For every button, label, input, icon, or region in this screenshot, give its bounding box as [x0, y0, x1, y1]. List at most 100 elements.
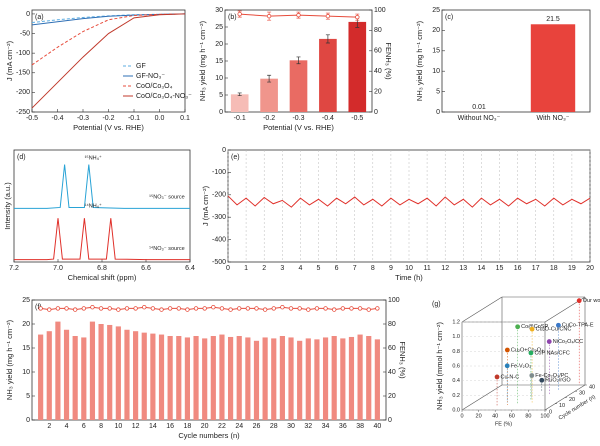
line-marker — [262, 307, 268, 312]
bar — [184, 337, 191, 420]
line-marker — [98, 306, 104, 311]
line-marker — [142, 305, 147, 310]
y2-tick-label: 60 — [374, 48, 382, 55]
panel-label: (c) — [445, 14, 453, 21]
line-marker — [331, 307, 337, 312]
bar — [288, 337, 294, 420]
x-tick-label: 3 — [280, 265, 284, 272]
y2-tick-label: 20 — [374, 88, 382, 95]
bar — [297, 340, 303, 420]
x-tick-label: 20 — [476, 413, 482, 419]
y-tick-label: -300 — [212, 214, 226, 221]
line-marker — [133, 306, 138, 311]
x-tick-label: 38 — [356, 423, 364, 430]
line-marker — [340, 306, 346, 311]
y2-tick-label: 0 — [388, 417, 392, 424]
x-tick-label: 6.8 — [97, 265, 107, 272]
plot-frame — [31, 299, 387, 421]
y-tick-label: 1.2 — [452, 319, 460, 325]
point-label: Fe-V₂O₃ — [511, 363, 532, 369]
x-tick-label: -0.1 — [234, 115, 246, 122]
x-tick-label: 34 — [322, 423, 330, 430]
y-tick-label: 25 — [22, 297, 30, 304]
bar — [150, 333, 156, 420]
line-marker — [280, 305, 285, 310]
y-tick-label: 20 — [215, 41, 223, 48]
y2-axis-label: FENH₃ (%) — [384, 42, 393, 80]
x-tick-label: 6.4 — [185, 265, 195, 272]
z-tick-label: 30 — [579, 391, 585, 397]
x-tick-label: -0.5 — [26, 115, 38, 122]
x-tick-label: -0.1 — [128, 115, 140, 122]
point — [529, 373, 535, 378]
z-tick-label: 10 — [559, 403, 565, 409]
x-tick-label: 40 — [373, 423, 381, 430]
bar — [319, 38, 337, 112]
bar — [219, 334, 225, 420]
y-tick-label: -200 — [16, 89, 30, 96]
y-tick-label: 10 — [432, 68, 440, 75]
y-tick-label: -500 — [212, 259, 226, 266]
y-tick-label: 20 — [432, 27, 440, 34]
bar — [357, 334, 363, 420]
y-tick-label: 20 — [22, 321, 30, 328]
y-tick-label: 0 — [26, 417, 30, 424]
bar — [279, 336, 285, 420]
point — [504, 347, 510, 353]
x-tick-label: 16 — [514, 265, 522, 272]
y-tick-label: 25 — [215, 24, 223, 31]
point-label: CuCo-TPA-E — [562, 323, 594, 329]
annotation: ¹⁵NO₃⁻ source — [149, 193, 185, 200]
bar — [314, 339, 320, 420]
y2-tick-label: 100 — [388, 297, 400, 304]
y-tick-label: 0 — [26, 11, 30, 18]
line-marker — [55, 306, 61, 311]
plot-frame — [441, 9, 591, 113]
x-tick-label: 26 — [253, 423, 261, 430]
value-label: 0.01 — [472, 104, 486, 111]
error-bar — [267, 74, 272, 83]
point-label: CoP NAs/CFC — [534, 350, 569, 356]
y-axis-label: J (mA cm⁻²) — [5, 40, 14, 81]
x-tick-label: 11 — [423, 265, 430, 272]
y-tick-label: -200 — [212, 192, 226, 199]
bar — [141, 332, 147, 420]
annotation: ¹⁴NO₃⁻ source — [149, 245, 185, 252]
line-marker — [271, 306, 276, 311]
line-marker — [64, 306, 69, 311]
x-tick-label: 24 — [235, 423, 243, 430]
bar — [253, 340, 260, 420]
y-axis-label: NH₃ yield (mmol h⁻¹ cm⁻²) — [435, 321, 444, 410]
line-marker — [72, 307, 78, 312]
x-tick-label: 30 — [287, 423, 295, 430]
y-axis-label: NH₃ yield (mg h⁻¹ cm⁻²) — [5, 319, 14, 400]
point-label: Cu-N-C — [501, 374, 520, 380]
y-axis-label: J (mA cm⁻²) — [201, 185, 210, 226]
line-marker — [81, 306, 87, 311]
line — [31, 13, 186, 109]
line-marker — [211, 305, 216, 310]
y2-axis-label: FENH₃ (%) — [398, 341, 407, 379]
y-tick-label: -150 — [16, 70, 30, 77]
x-tick-label: 40 — [492, 413, 498, 419]
box-edge — [461, 296, 503, 323]
y-tick-label: 5 — [436, 88, 440, 95]
line — [227, 195, 591, 208]
x-tick-label: 19 — [568, 265, 576, 272]
bar — [340, 338, 346, 420]
y-tick-label: 1.0 — [452, 334, 460, 340]
line — [14, 164, 190, 209]
legend-label: GF — [136, 63, 146, 70]
bar — [245, 337, 251, 420]
x-tick-label: 10 — [114, 423, 122, 430]
panel-label: (b) — [228, 14, 237, 21]
x-tick-label: -0.4 — [51, 115, 63, 122]
x-tick-label: 15 — [496, 265, 504, 272]
bar — [81, 337, 87, 420]
x-axis-label: Potential (V vs. RHE) — [263, 123, 334, 132]
bar — [107, 324, 113, 420]
y-tick-label: 30 — [215, 7, 223, 14]
y-tick-label: 0.8 — [452, 349, 460, 355]
x-tick-label: 20 — [586, 265, 594, 272]
